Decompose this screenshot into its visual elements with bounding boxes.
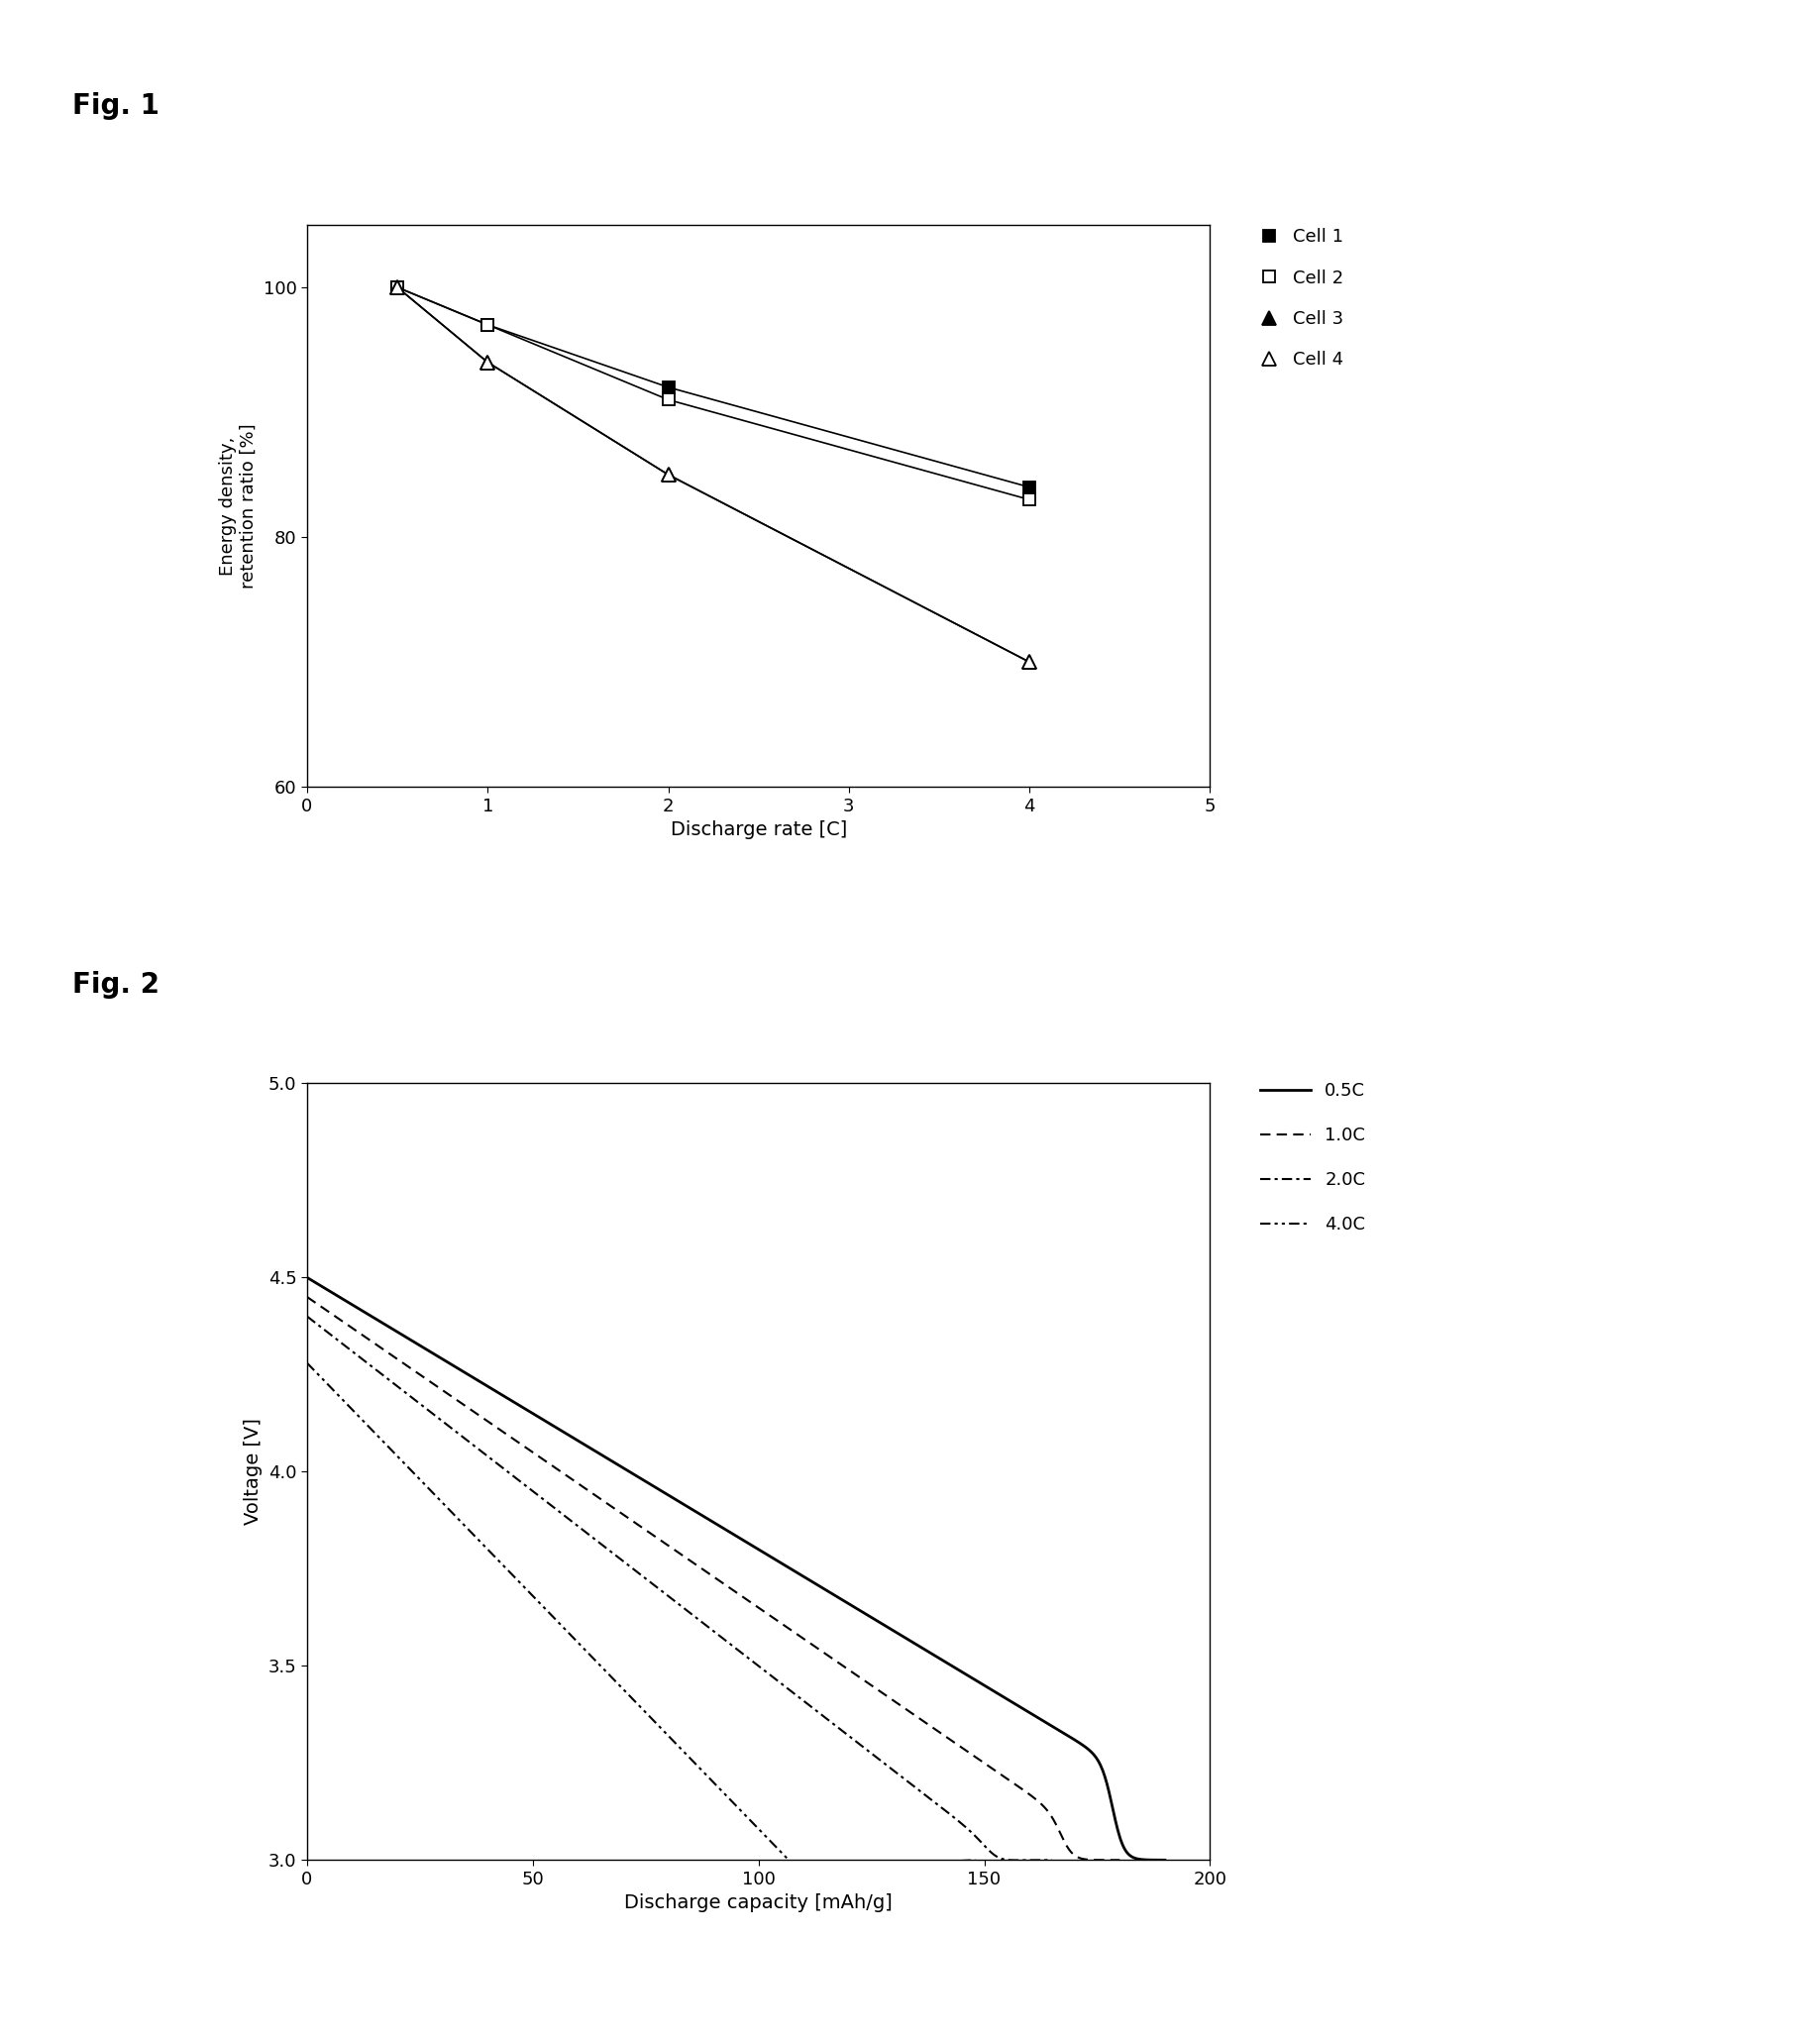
- 0.5C: [349, 1296, 370, 1320]
- 2.0C: [730, 1639, 751, 1664]
- 2.0C: [1006, 1848, 1028, 1872]
- Line: Cell 4: Cell 4: [390, 280, 1037, 668]
- 2.0C: [861, 1741, 883, 1766]
- 2.0C: [296, 1304, 318, 1329]
- Cell 4: [477, 350, 498, 374]
- 4.0C: [722, 1791, 744, 1815]
- 4.0C: [964, 1848, 986, 1872]
- Cell 1: [1019, 474, 1040, 499]
- 1.0C: [1109, 1848, 1131, 1872]
- Legend: 0.5C, 1.0C, 2.0C, 4.0C: 0.5C, 1.0C, 2.0C, 4.0C: [1255, 1077, 1371, 1239]
- 2.0C: [748, 1654, 769, 1678]
- Line: Cell 2: Cell 2: [392, 282, 1035, 505]
- 2.0C: [937, 1801, 959, 1825]
- 1.0C: [296, 1284, 318, 1308]
- Cell 2: [657, 388, 679, 413]
- Cell 4: [657, 462, 679, 486]
- 0.5C: [816, 1578, 838, 1602]
- 4.0C: [684, 1752, 706, 1776]
- Cell 4: [386, 276, 408, 300]
- X-axis label: Discharge rate [C]: Discharge rate [C]: [670, 820, 847, 840]
- Cell 3: [386, 276, 408, 300]
- 1.0C: [789, 1625, 811, 1650]
- 4.0C: [296, 1351, 318, 1376]
- Cell 3: [477, 350, 498, 374]
- Line: 0.5C: 0.5C: [307, 1278, 1165, 1860]
- Cell 2: [477, 313, 498, 337]
- 2.0C: [341, 1339, 363, 1363]
- Cell 3: [1019, 650, 1040, 675]
- Y-axis label: Voltage [V]: Voltage [V]: [244, 1419, 262, 1525]
- Cell 1: [477, 313, 498, 337]
- 4.0C: [338, 1392, 359, 1416]
- Line: Cell 1: Cell 1: [392, 282, 1035, 493]
- 1.0C: [995, 1766, 1017, 1791]
- Line: 4.0C: 4.0C: [307, 1363, 975, 1952]
- 4.0C: [804, 1874, 825, 1899]
- 4.0C: [876, 1940, 898, 1964]
- 2.0C: [771, 1672, 793, 1697]
- Text: Fig. 2: Fig. 2: [72, 971, 159, 1000]
- Cell 3: [657, 462, 679, 486]
- 0.5C: [296, 1265, 318, 1290]
- X-axis label: Discharge capacity [mAh/g]: Discharge capacity [mAh/g]: [625, 1893, 892, 1913]
- 1.0C: [912, 1709, 934, 1733]
- Line: 2.0C: 2.0C: [307, 1316, 1051, 1860]
- Y-axis label: Energy density,
retention ratio [%]: Energy density, retention ratio [%]: [219, 423, 258, 589]
- Cell 4: [1019, 650, 1040, 675]
- Text: Fig. 1: Fig. 1: [72, 92, 159, 121]
- 1.0C: [768, 1609, 789, 1633]
- 0.5C: [1035, 1711, 1057, 1735]
- Legend: Cell 1, Cell 2, Cell 3, Cell 4: Cell 1, Cell 2, Cell 3, Cell 4: [1255, 223, 1349, 374]
- Cell 1: [386, 276, 408, 300]
- 4.0C: [703, 1770, 724, 1795]
- 0.5C: [946, 1658, 968, 1682]
- 4.0C: [872, 1938, 894, 1962]
- Line: Cell 3: Cell 3: [390, 280, 1037, 668]
- Cell 2: [1019, 486, 1040, 511]
- 1.0C: [815, 1641, 836, 1666]
- 0.5C: [795, 1566, 816, 1590]
- Line: 1.0C: 1.0C: [307, 1296, 1120, 1860]
- 0.5C: [1154, 1848, 1176, 1872]
- 2.0C: [1040, 1848, 1062, 1872]
- 1.0C: [347, 1318, 368, 1343]
- 0.5C: [843, 1594, 865, 1619]
- Cell 2: [386, 276, 408, 300]
- Cell 1: [657, 374, 679, 399]
